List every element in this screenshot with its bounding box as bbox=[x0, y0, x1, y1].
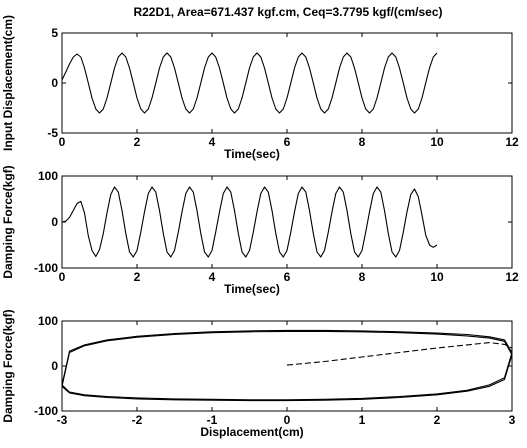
x-tick-label: 2 bbox=[134, 135, 141, 149]
x-tick-label: 0 bbox=[59, 135, 66, 149]
x-tick-label: 3 bbox=[509, 413, 516, 427]
x-tick-label: 4 bbox=[209, 135, 216, 149]
y-tick-label: 5 bbox=[51, 26, 58, 40]
axes-box bbox=[61, 32, 513, 134]
y-axis-label: Input Displacement(cm) bbox=[1, 15, 15, 151]
series-line bbox=[286, 342, 513, 366]
x-tick-label: 0 bbox=[59, 270, 66, 284]
x-tick-label: 10 bbox=[430, 135, 444, 149]
x-axis-label: Time(sec) bbox=[224, 282, 280, 296]
x-tick-label: 2 bbox=[134, 270, 141, 284]
y-tick-label: 100 bbox=[38, 169, 58, 183]
y-tick-label: -5 bbox=[47, 126, 58, 140]
x-tick-label: 8 bbox=[359, 135, 366, 149]
x-tick-label: 0 bbox=[284, 413, 291, 427]
x-tick-label: 2 bbox=[434, 413, 441, 427]
series-line bbox=[61, 329, 513, 401]
x-tick-label: 10 bbox=[430, 270, 444, 284]
series-line bbox=[61, 52, 438, 114]
y-tick-label: -100 bbox=[34, 261, 58, 275]
series-line bbox=[61, 186, 438, 258]
x-tick-label: 6 bbox=[284, 135, 291, 149]
y-axis-label: Damping Force(kgf) bbox=[1, 309, 15, 422]
x-tick-label: 8 bbox=[359, 270, 366, 284]
series-line bbox=[61, 330, 513, 402]
x-tick-label: 12 bbox=[505, 135, 519, 149]
x-tick-label: 12 bbox=[505, 270, 519, 284]
y-tick-label: -100 bbox=[34, 404, 58, 418]
y-tick-label: 0 bbox=[51, 76, 58, 90]
x-tick-label: -2 bbox=[132, 413, 143, 427]
y-tick-label: 0 bbox=[51, 359, 58, 373]
x-tick-label: 1 bbox=[359, 413, 366, 427]
x-tick-label: 6 bbox=[284, 270, 291, 284]
figure-title: R22D1, Area=671.437 kgf.cm, Ceq=3.7795 k… bbox=[133, 5, 442, 19]
axes-box bbox=[61, 175, 513, 269]
x-tick-label: -3 bbox=[57, 413, 68, 427]
x-axis-label: Time(sec) bbox=[224, 147, 280, 161]
x-axis-label: Displacement(cm) bbox=[200, 425, 303, 439]
x-tick-label: 4 bbox=[209, 270, 216, 284]
x-tick-label: -1 bbox=[207, 413, 218, 427]
hysteresis-loop-panel: -3 -2 -1 0 1 2 3 -100 0 100 Displacement(cm) Dampin… bbox=[1, 309, 516, 439]
y-tick-label: 0 bbox=[51, 215, 58, 229]
y-tick-label: 100 bbox=[38, 314, 58, 328]
y-axis-label: Damping Force(kgf) bbox=[1, 165, 15, 278]
